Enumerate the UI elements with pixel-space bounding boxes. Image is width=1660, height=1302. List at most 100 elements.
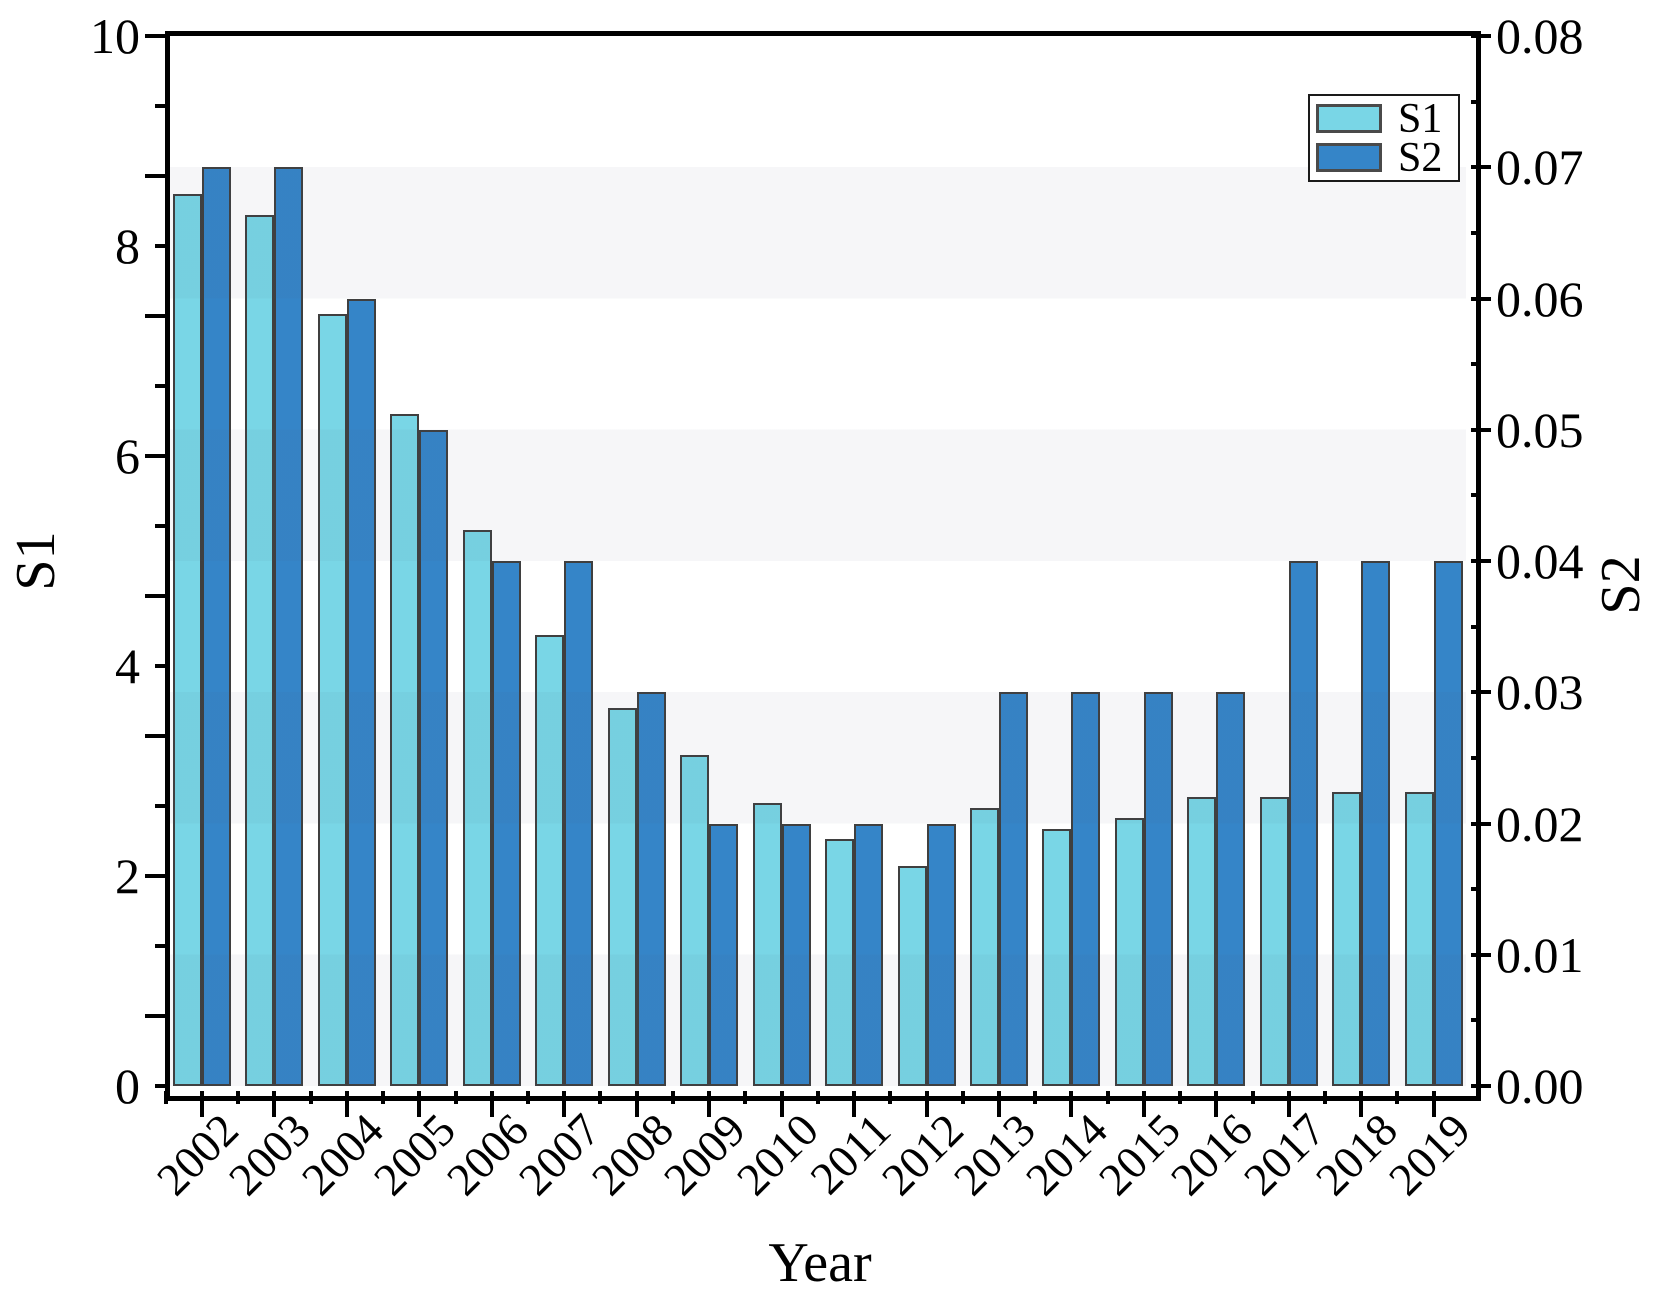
bar-s2-2017 [1288, 561, 1318, 1086]
right-axis-tick [1471, 1018, 1481, 1023]
left-axis-tick [155, 944, 165, 948]
right-axis-label-0.01: 0.01 [1496, 926, 1584, 983]
x-axis-minor-tick [1322, 1091, 1327, 1104]
bar-s2-2014 [1071, 692, 1101, 1086]
left-axis-tick [145, 594, 165, 598]
x-axis-major-tick [1069, 1091, 1074, 1117]
x-axis-major-tick [200, 1091, 204, 1117]
right-axis-label-0.05: 0.05 [1496, 401, 1584, 458]
x-axis-minor-tick [960, 1091, 965, 1104]
bar-s1-2019 [1404, 792, 1434, 1086]
left-axis-title: S1 [5, 531, 67, 591]
right-axis-tick [1471, 690, 1491, 695]
right-axis-tick [1471, 493, 1481, 498]
left-axis-tick [145, 1014, 165, 1018]
left-axis-tick [155, 244, 165, 248]
bar-s2-2006 [491, 561, 521, 1086]
right-axis-label-0.02: 0.02 [1496, 795, 1584, 852]
bar-s1-2017 [1259, 797, 1289, 1086]
left-axis-tick [145, 874, 165, 878]
legend-label-s1: S1 [1398, 95, 1443, 142]
x-axis-minor-tick [598, 1091, 603, 1104]
x-axis-major-tick [707, 1091, 712, 1117]
bar-s1-2016 [1187, 797, 1217, 1086]
right-axis-label-0.08: 0.08 [1496, 8, 1584, 64]
bar-s1-2018 [1332, 792, 1362, 1086]
right-axis-tick [1471, 230, 1481, 235]
left-axis-tick [155, 384, 165, 388]
legend-label-s2: S2 [1398, 134, 1443, 181]
x-axis-major-tick [924, 1091, 929, 1117]
x-axis-title: Year [768, 1232, 872, 1294]
right-axis-label-0.04: 0.04 [1496, 533, 1584, 589]
right-axis-label-0.06: 0.06 [1496, 270, 1584, 327]
bar-s1-2008 [607, 708, 637, 1086]
right-axis-title: S2 [1590, 555, 1652, 615]
x-axis-label-2011: 2011 [800, 1103, 901, 1204]
x-axis-minor-tick [815, 1091, 820, 1104]
right-axis-tick [1471, 165, 1491, 170]
x-axis-minor-tick [1395, 1091, 1400, 1104]
legend-swatch-s2 [1316, 143, 1382, 172]
bar-s1-2002 [173, 193, 202, 1086]
x-axis-major-tick [489, 1091, 494, 1117]
bar-s2-2018 [1361, 561, 1391, 1086]
x-axis-major-tick [1141, 1091, 1146, 1117]
bar-s2-2012 [926, 823, 956, 1086]
right-axis-tick [1471, 624, 1481, 629]
x-axis-minor-tick [743, 1091, 748, 1104]
bar-s2-2005 [419, 429, 449, 1086]
right-axis-label-0.07: 0.07 [1496, 139, 1584, 196]
left-axis-tick [155, 1084, 165, 1088]
x-axis-minor-tick [453, 1091, 458, 1104]
right-axis-tick [1471, 34, 1491, 38]
left-axis-tick [145, 34, 165, 38]
x-axis-minor-tick [381, 1091, 386, 1104]
x-axis-major-tick [1431, 1091, 1436, 1117]
legend-swatch-s1 [1316, 104, 1382, 133]
x-axis-major-tick [779, 1091, 784, 1117]
left-axis-tick [155, 664, 165, 668]
bar-s1-2004 [317, 314, 347, 1086]
x-axis-minor-tick [1250, 1091, 1255, 1104]
bar-s1-2003 [245, 214, 275, 1086]
x-axis-minor-tick [308, 1091, 313, 1104]
left-axis-label-0: 0 [115, 1058, 140, 1114]
bar-s1-2010 [752, 802, 782, 1086]
bar-s2-2013 [998, 692, 1028, 1086]
bar-s1-2012 [897, 865, 927, 1086]
x-axis-major-tick [272, 1091, 277, 1117]
right-axis-tick [1471, 427, 1491, 432]
left-axis-tick [155, 804, 165, 808]
x-axis-major-tick [417, 1091, 422, 1117]
right-axis-label-0.00: 0.00 [1496, 1058, 1584, 1114]
bar-s2-2009 [709, 823, 739, 1086]
legend: S1 S2 [1308, 94, 1460, 182]
x-axis-minor-tick [163, 1091, 168, 1104]
bar-s2-2011 [854, 823, 884, 1086]
left-axis-tick [145, 174, 165, 178]
bar-s1-2011 [825, 839, 855, 1086]
left-axis-label-8: 8 [115, 218, 140, 274]
x-axis-minor-tick [1105, 1091, 1110, 1104]
bar-s1-2013 [969, 807, 999, 1086]
x-axis-minor-tick [526, 1091, 531, 1104]
x-axis-minor-tick [888, 1091, 893, 1104]
x-axis-label-2019: 2019 [1378, 1103, 1480, 1205]
right-axis-tick [1471, 296, 1491, 301]
bar-s2-2010 [781, 823, 811, 1086]
x-axis-minor-tick [1178, 1091, 1183, 1104]
x-axis-minor-tick [1033, 1091, 1038, 1104]
left-axis-label-10: 10 [90, 8, 140, 64]
bar-s1-2007 [535, 634, 565, 1086]
left-axis-tick [145, 314, 165, 318]
x-axis-major-tick [344, 1091, 349, 1117]
bar-s1-2014 [1042, 828, 1072, 1086]
bar-s2-2004 [346, 298, 376, 1086]
bar-s2-2008 [636, 692, 666, 1086]
legend-row-s2: S2 [1316, 134, 1452, 181]
right-axis-tick [1471, 99, 1481, 104]
right-axis-tick [1471, 755, 1481, 760]
right-axis-label-0.03: 0.03 [1496, 664, 1584, 721]
